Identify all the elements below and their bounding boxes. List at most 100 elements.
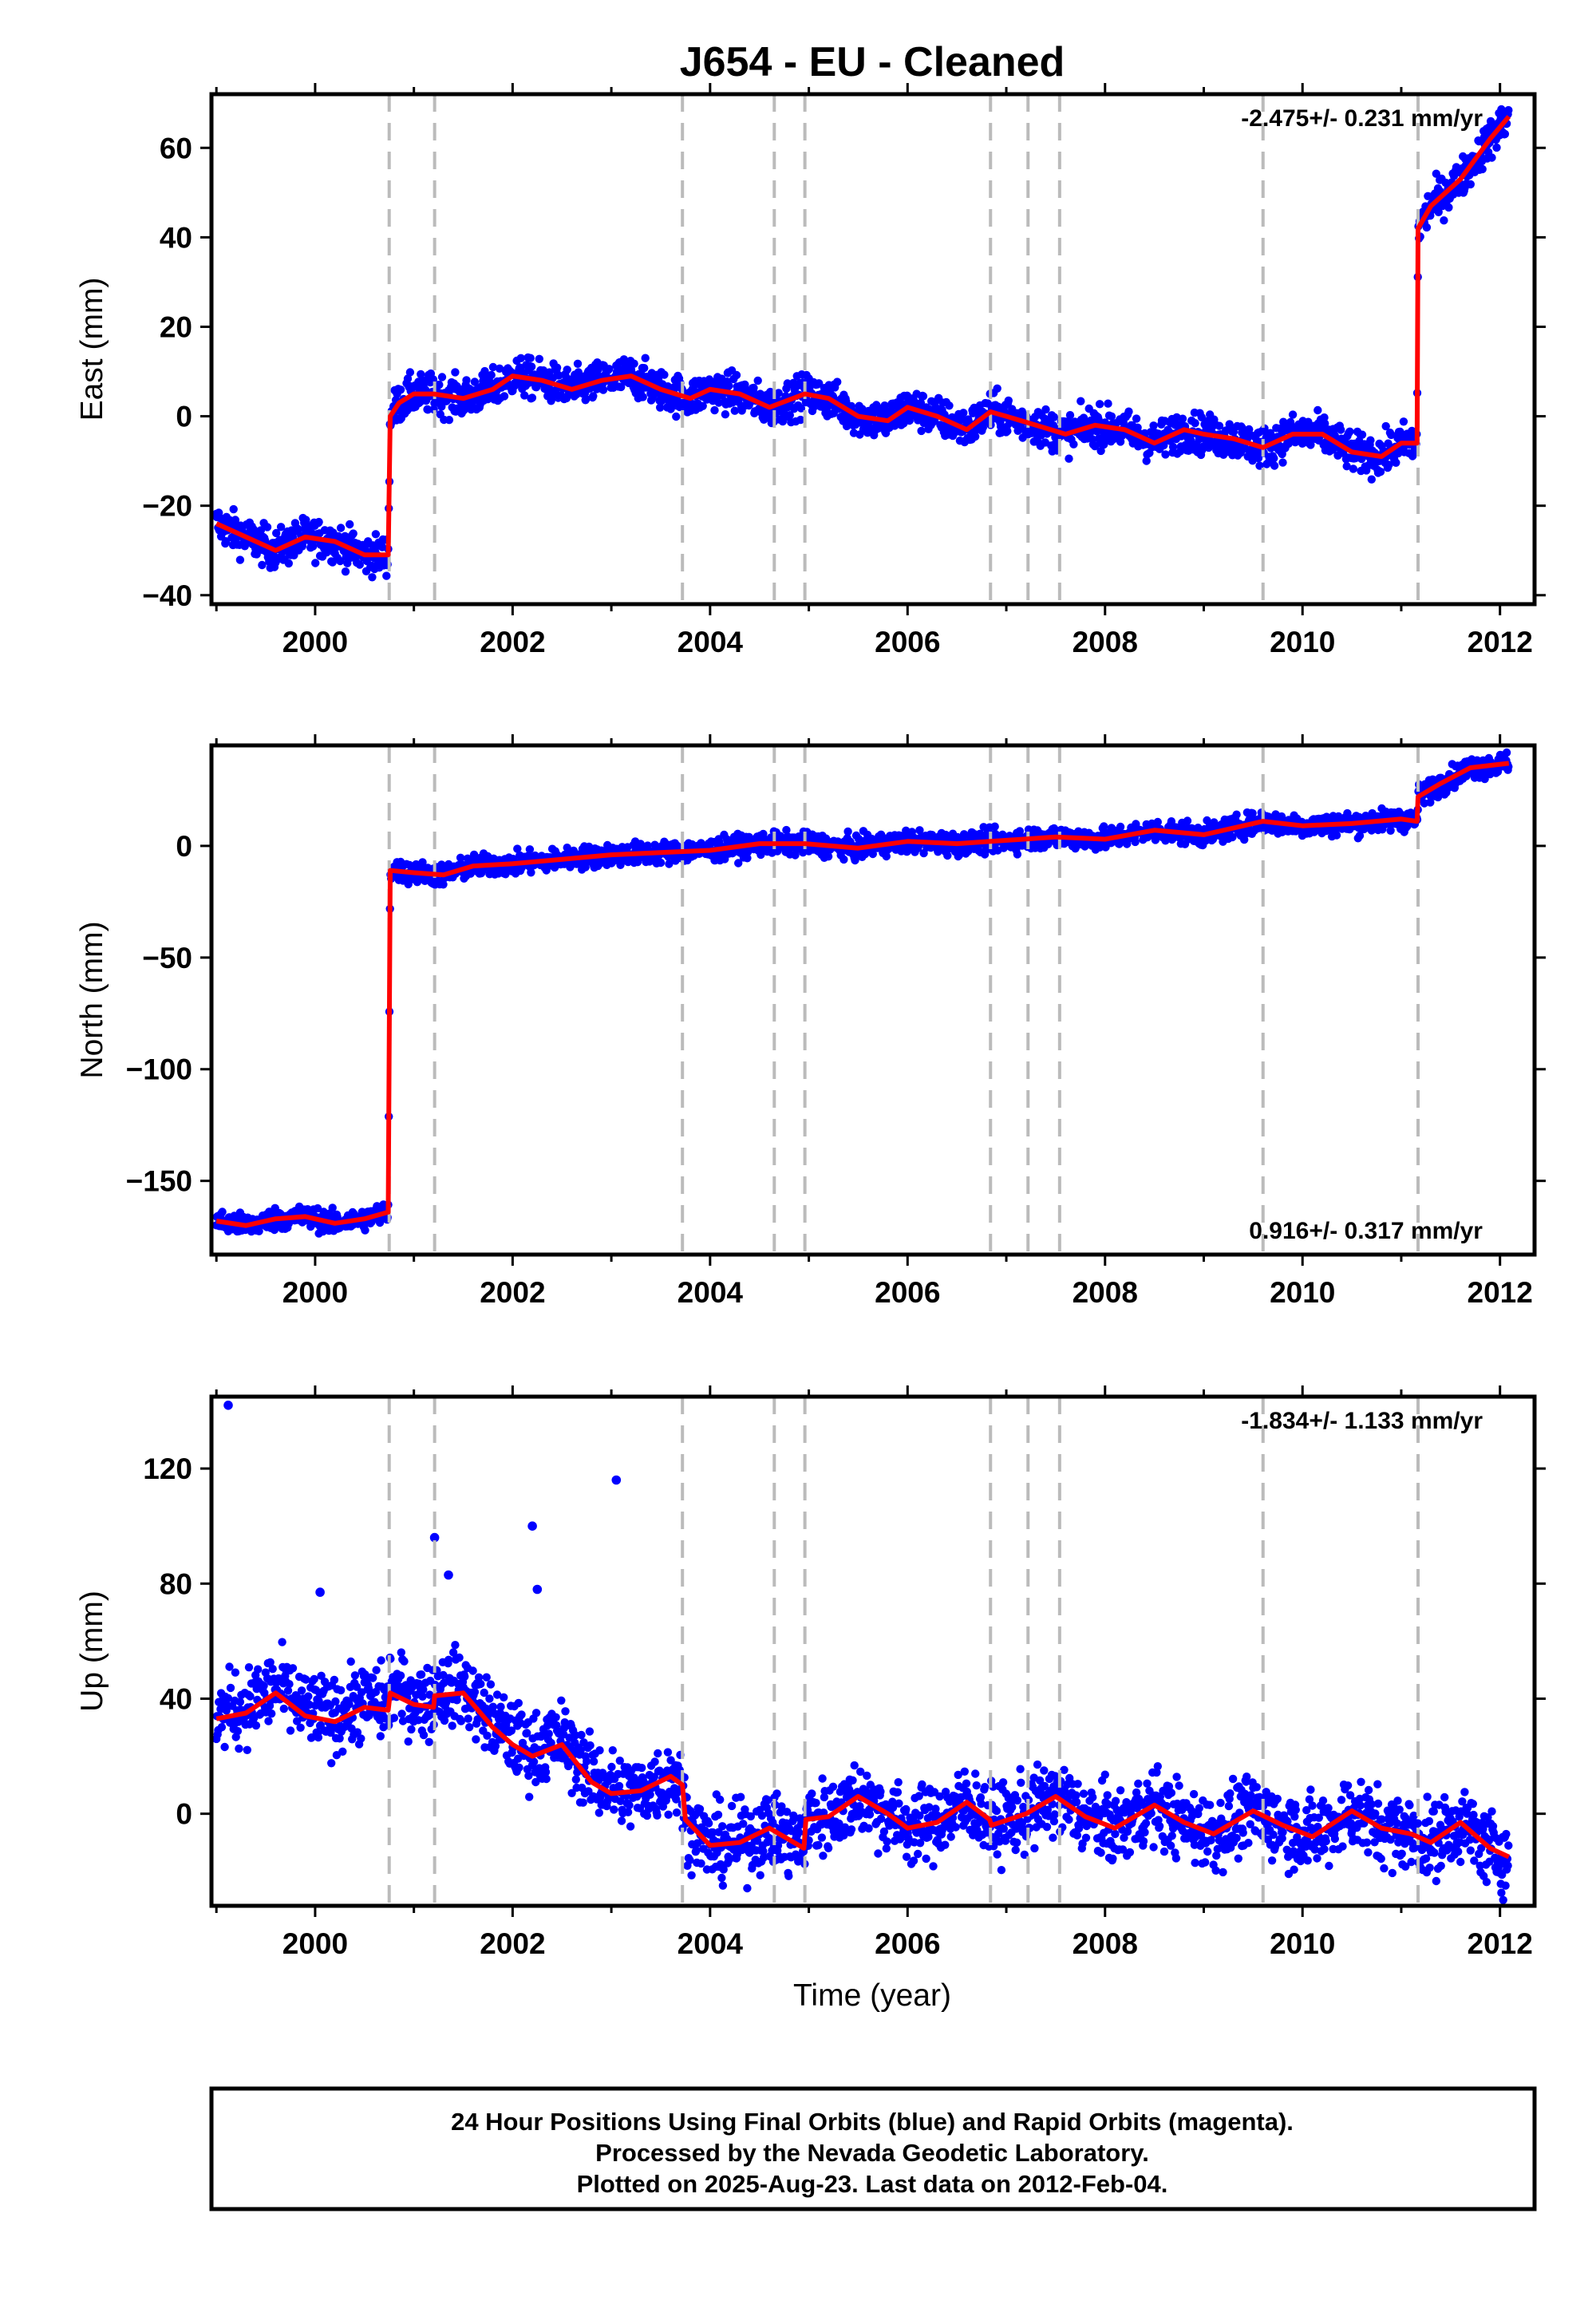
data-point xyxy=(754,377,762,385)
data-point xyxy=(252,1721,260,1729)
data-point xyxy=(278,1638,286,1646)
y-tick-label: −100 xyxy=(126,1053,192,1086)
data-point xyxy=(483,1732,491,1740)
data-point xyxy=(438,373,446,381)
data-point xyxy=(1377,468,1385,476)
y-tick-label: 20 xyxy=(160,310,192,343)
data-point xyxy=(488,371,496,379)
data-point xyxy=(369,1674,377,1682)
data-point xyxy=(1467,180,1475,188)
data-point xyxy=(589,392,597,400)
data-point xyxy=(599,385,607,393)
data-point xyxy=(749,384,757,392)
data-point xyxy=(1349,464,1357,472)
x-tick-label: 2008 xyxy=(1073,626,1138,658)
data-point xyxy=(472,1735,480,1743)
data-point xyxy=(314,518,322,526)
rate-annotation: -2.475+/- 0.231 mm/yr xyxy=(1241,105,1483,132)
data-point xyxy=(246,1692,254,1700)
data-point xyxy=(1423,223,1431,231)
data-point xyxy=(919,392,927,400)
data-point xyxy=(289,1664,297,1672)
data-point xyxy=(235,1745,243,1753)
x-tick-label: 2008 xyxy=(1073,1276,1138,1309)
x-tick-label: 2012 xyxy=(1468,1276,1533,1309)
data-point xyxy=(1069,441,1077,449)
data-point xyxy=(1077,397,1084,405)
y-tick-label: −40 xyxy=(142,579,192,612)
data-point xyxy=(642,354,650,362)
data-point xyxy=(377,1732,385,1740)
data-point xyxy=(1479,165,1487,173)
data-point xyxy=(640,364,648,372)
data-point xyxy=(263,523,271,531)
data-point xyxy=(227,1684,235,1692)
data-point xyxy=(338,1748,346,1756)
data-point xyxy=(630,360,638,368)
data-point xyxy=(346,520,354,528)
data-point xyxy=(368,573,376,581)
data-point xyxy=(259,1682,267,1690)
data-point xyxy=(943,852,951,860)
data-point xyxy=(460,1673,468,1681)
data-point xyxy=(733,371,741,379)
data-point xyxy=(527,362,535,370)
x-tick-label: 2004 xyxy=(678,626,744,658)
data-point xyxy=(500,392,508,400)
data-point xyxy=(405,1737,413,1745)
data-point xyxy=(1183,816,1191,824)
data-point xyxy=(357,1734,365,1742)
data-point xyxy=(457,1717,465,1725)
data-point xyxy=(372,1666,380,1674)
data-point xyxy=(528,393,536,401)
data-point xyxy=(1289,410,1297,418)
data-point xyxy=(1003,427,1011,435)
data-point xyxy=(236,1698,244,1705)
data-point xyxy=(1041,405,1049,413)
data-point xyxy=(350,529,358,537)
data-point xyxy=(286,1726,294,1734)
data-point xyxy=(425,1738,433,1746)
data-point xyxy=(657,859,665,867)
data-point xyxy=(236,555,244,563)
data-point xyxy=(517,354,525,362)
data-point xyxy=(500,1694,508,1701)
data-point xyxy=(527,354,535,362)
x-tick-label: 2004 xyxy=(678,1276,744,1309)
plot-area xyxy=(212,745,1513,1255)
data-point xyxy=(1132,414,1140,422)
data-point xyxy=(710,406,718,414)
data-point xyxy=(1179,415,1187,423)
data-point xyxy=(883,852,891,860)
data-point xyxy=(1116,823,1124,831)
data-point xyxy=(230,505,238,513)
data-point xyxy=(487,1680,495,1688)
data-point xyxy=(451,368,459,376)
data-point xyxy=(310,1675,318,1683)
data-point xyxy=(1392,459,1400,467)
data-point xyxy=(420,1731,428,1739)
data-point xyxy=(397,385,405,393)
data-point xyxy=(843,828,851,836)
data-point xyxy=(258,561,266,569)
data-point xyxy=(342,567,350,575)
data-point xyxy=(824,852,832,860)
data-point xyxy=(377,1656,385,1664)
data-point xyxy=(1104,400,1112,408)
data-point xyxy=(1161,450,1169,458)
x-tick-label: 2006 xyxy=(875,1276,940,1309)
y-tick-label: −50 xyxy=(142,942,192,974)
x-tick-label: 2006 xyxy=(875,626,940,658)
data-point xyxy=(1314,406,1321,414)
x-tick-label: 2002 xyxy=(480,1276,545,1309)
x-tick-label: 2002 xyxy=(480,626,545,658)
model-line xyxy=(216,117,1509,555)
data-point xyxy=(917,427,925,435)
data-point xyxy=(255,1227,263,1235)
data-point xyxy=(347,1658,355,1666)
data-point xyxy=(945,401,953,409)
data-point xyxy=(1124,408,1132,416)
data-point xyxy=(390,1713,398,1721)
